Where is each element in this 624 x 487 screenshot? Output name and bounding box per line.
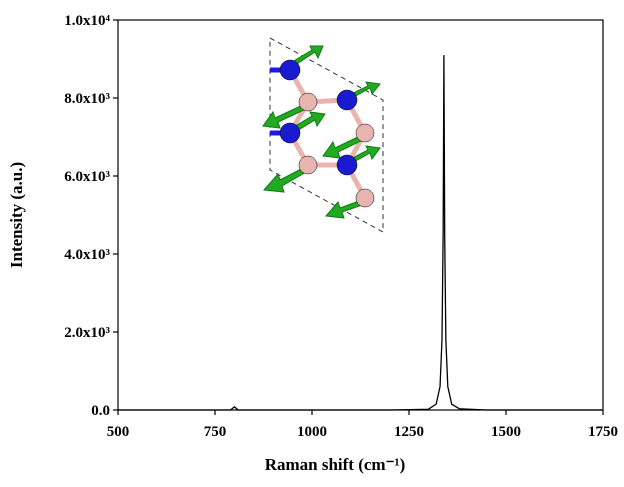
x-tick-label: 1750 xyxy=(588,424,618,440)
y-axis-label: Intensity (a.u.) xyxy=(7,162,26,268)
inset-structure xyxy=(262,37,384,233)
x-tick-label: 500 xyxy=(107,424,130,440)
y-tick-label: 8.0x10³ xyxy=(64,91,110,107)
y-tick-label: 4.0x10³ xyxy=(64,247,110,263)
x-tick-label: 750 xyxy=(204,424,227,440)
y-tick-label: 1.0x10⁴ xyxy=(64,13,110,29)
y-tick-label: 0.0 xyxy=(91,403,110,419)
x-tick-label: 1500 xyxy=(491,424,521,440)
y-tick-label: 2.0x10³ xyxy=(64,325,110,341)
x-tick-label: 1250 xyxy=(394,424,424,440)
x-tick-label: 1000 xyxy=(297,424,327,440)
spectrum-line xyxy=(118,55,603,411)
x-axis-label: Raman shift (cm⁻¹) xyxy=(265,455,406,474)
plot-frame xyxy=(117,19,604,411)
y-tick-label: 6.0x10³ xyxy=(64,169,110,185)
